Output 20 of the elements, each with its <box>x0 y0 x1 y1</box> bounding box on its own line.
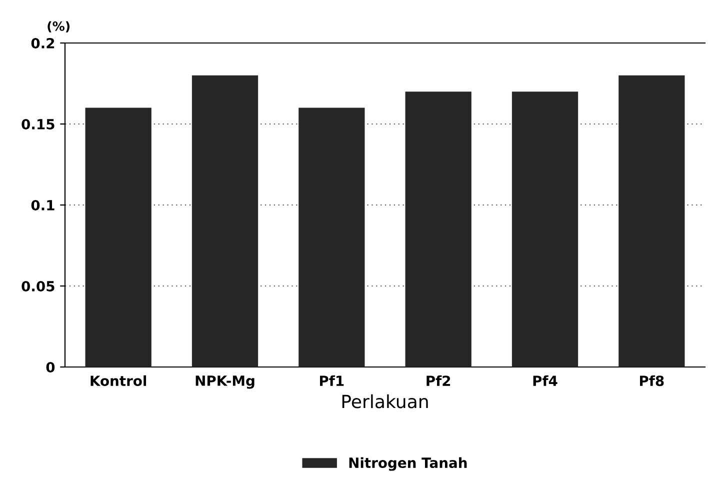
x-tick-label: Pf1 <box>320 375 344 386</box>
bar <box>85 108 152 367</box>
bar <box>405 92 472 367</box>
bar <box>192 75 258 367</box>
bar <box>512 92 578 367</box>
y-axis-title: (%) <box>48 21 70 32</box>
x-tick-label: Pf2 <box>426 375 450 386</box>
y-tick-label: 0.05 <box>22 280 54 292</box>
y-tick-label: 0 <box>46 362 55 372</box>
x-tick-label: NPK-Mg <box>196 376 254 389</box>
legend-label: Nitrogen Tanah <box>349 457 467 471</box>
bar <box>618 75 685 367</box>
y-tick-label: 0.15 <box>22 118 54 130</box>
x-tick-label: Kontrol <box>90 375 146 386</box>
x-tick-label: Pf4 <box>533 375 558 386</box>
x-axis-title: Perlakuan <box>342 394 428 408</box>
y-tick-label: 0.1 <box>31 200 54 210</box>
bar <box>298 108 365 367</box>
x-tick-label: Pf8 <box>640 375 664 386</box>
y-tick-label: 0.2 <box>31 38 54 48</box>
